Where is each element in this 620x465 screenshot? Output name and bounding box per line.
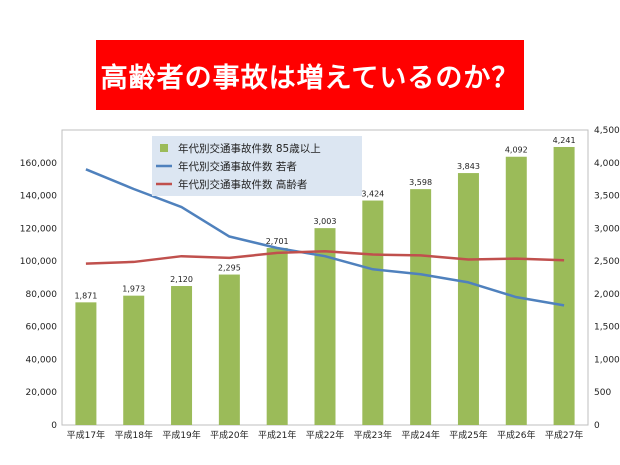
data-label: 4,092 (505, 146, 528, 155)
x-tick-label: 平成24年 (401, 429, 439, 441)
bar (266, 247, 288, 425)
bar (171, 286, 193, 425)
data-label: 3,598 (409, 178, 432, 187)
data-label: 1,871 (74, 291, 97, 300)
y-left-tick-label: 60,000 (26, 323, 58, 333)
legend-entry: 年代別交通事故件数 若者 (178, 160, 297, 173)
x-tick-label: 平成17年 (67, 429, 105, 441)
bar (362, 200, 384, 425)
y-right-tick-label: 0 (594, 421, 600, 431)
y-right-tick-label: 3,500 (594, 192, 620, 202)
bar (123, 295, 145, 425)
data-label: 1,973 (122, 285, 145, 294)
data-label: 3,843 (457, 162, 480, 171)
bar (553, 146, 575, 425)
y-right-tick-label: 1,000 (594, 355, 620, 365)
x-tick-label: 平成21年 (258, 429, 296, 441)
legend-box (152, 136, 362, 196)
y-left-tick-label: 160,000 (20, 159, 57, 169)
bar (314, 228, 336, 425)
x-tick-label: 平成20年 (210, 429, 248, 441)
bar-series (75, 146, 575, 425)
data-label: 3,003 (314, 217, 337, 226)
series-line (85, 168, 565, 307)
y-right-tick-label: 1,500 (594, 323, 620, 333)
x-tick-label: 平成23年 (354, 429, 392, 441)
y-right-tick-label: 2,500 (594, 257, 620, 267)
data-labels: 1,871 1,973 2,120 2,295 2,701 3,003 3,424 3,598… (74, 136, 575, 300)
y-left-tick-label: 120,000 (20, 224, 57, 234)
chart-title: 高齢者の事故は増えているのか？ (100, 62, 520, 94)
data-label: 2,120 (170, 275, 193, 284)
line-series (85, 168, 565, 307)
y-left-tick-label: 0 (51, 421, 57, 431)
x-tick-label: 平成27年 (545, 429, 583, 441)
bar (218, 274, 240, 425)
y-right-tick-label: 4,000 (594, 159, 620, 169)
y-left-tick-label: 100,000 (20, 257, 57, 267)
x-tick-label: 平成26年 (497, 429, 535, 441)
x-tick-label: 平成22年 (306, 429, 344, 441)
bar (457, 173, 479, 425)
y-right-tick-label: 500 (594, 388, 611, 398)
series-line (85, 250, 565, 265)
x-tick-label: 平成25年 (449, 429, 487, 441)
bar (505, 156, 527, 425)
y-left-tick-label: 140,000 (20, 192, 57, 202)
y-left-tick-label: 80,000 (26, 290, 58, 300)
data-label: 2,701 (266, 237, 289, 246)
legend-entry: 年代別交通事故件数 高齢者 (178, 178, 307, 191)
x-tick-label: 平成19年 (162, 429, 200, 441)
data-label: 2,295 (218, 264, 241, 273)
bar (410, 189, 432, 425)
bar (75, 302, 97, 425)
data-label: 3,424 (361, 190, 384, 199)
x-tick-label: 平成18年 (115, 429, 153, 441)
y-left-tick-label: 20,000 (26, 388, 58, 398)
axes: 0 20,000 40,000 60,000 80,000 100,000 120,000 1… (20, 126, 620, 441)
legend-entry: 年代別交通事故件数 85歳以上 (178, 142, 321, 155)
data-label: 4,241 (553, 136, 576, 145)
y-right-tick-label: 3,000 (594, 224, 620, 234)
y-right-tick-label: 4,500 (594, 126, 620, 136)
title-banner: 高齢者の事故は増えているのか？ (96, 40, 524, 110)
y-left-tick-label: 40,000 (26, 355, 58, 365)
y-right-tick-label: 2,000 (594, 290, 620, 300)
legend-swatch (160, 144, 168, 152)
